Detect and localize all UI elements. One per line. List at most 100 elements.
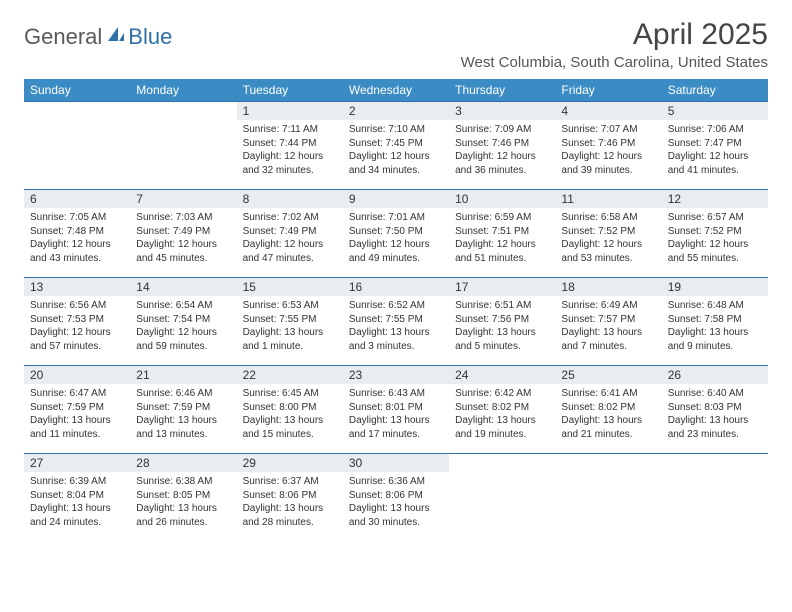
calendar-day: 12Sunrise: 6:57 AMSunset: 7:52 PMDayligh… [662,190,768,278]
day-details: Sunrise: 7:09 AMSunset: 7:46 PMDaylight:… [449,120,555,181]
calendar-day [555,454,661,542]
day-details: Sunrise: 6:51 AMSunset: 7:56 PMDaylight:… [449,296,555,357]
sunset-text: Sunset: 7:50 PM [349,225,443,239]
daylight-text: Daylight: 13 hours and 26 minutes. [136,502,230,529]
day-details: Sunrise: 6:53 AMSunset: 7:55 PMDaylight:… [237,296,343,357]
calendar-day: 4Sunrise: 7:07 AMSunset: 7:46 PMDaylight… [555,102,661,190]
calendar-day: 27Sunrise: 6:39 AMSunset: 8:04 PMDayligh… [24,454,130,542]
sunset-text: Sunset: 7:47 PM [668,137,762,151]
daylight-text: Daylight: 13 hours and 1 minute. [243,326,337,353]
day-number: 25 [555,366,661,384]
calendar-day [130,102,236,190]
calendar-day: 23Sunrise: 6:43 AMSunset: 8:01 PMDayligh… [343,366,449,454]
calendar-day: 26Sunrise: 6:40 AMSunset: 8:03 PMDayligh… [662,366,768,454]
day-header: Wednesday [343,79,449,102]
day-header: Tuesday [237,79,343,102]
daylight-text: Daylight: 13 hours and 3 minutes. [349,326,443,353]
day-details: Sunrise: 6:52 AMSunset: 7:55 PMDaylight:… [343,296,449,357]
calendar-day: 15Sunrise: 6:53 AMSunset: 7:55 PMDayligh… [237,278,343,366]
daylight-text: Daylight: 12 hours and 47 minutes. [243,238,337,265]
sunrise-text: Sunrise: 7:05 AM [30,211,124,225]
daylight-text: Daylight: 13 hours and 24 minutes. [30,502,124,529]
daylight-text: Daylight: 12 hours and 51 minutes. [455,238,549,265]
sunset-text: Sunset: 7:49 PM [136,225,230,239]
logo: General Blue [24,18,172,50]
daylight-text: Daylight: 13 hours and 9 minutes. [668,326,762,353]
daylight-text: Daylight: 13 hours and 28 minutes. [243,502,337,529]
sunset-text: Sunset: 7:52 PM [668,225,762,239]
calendar-day [662,454,768,542]
sunset-text: Sunset: 8:05 PM [136,489,230,503]
day-number: 5 [662,102,768,120]
calendar-day: 8Sunrise: 7:02 AMSunset: 7:49 PMDaylight… [237,190,343,278]
day-number-bar [662,454,768,472]
day-details: Sunrise: 6:59 AMSunset: 7:51 PMDaylight:… [449,208,555,269]
day-number: 18 [555,278,661,296]
sunset-text: Sunset: 7:58 PM [668,313,762,327]
sunset-text: Sunset: 7:59 PM [30,401,124,415]
day-number: 12 [662,190,768,208]
day-number: 22 [237,366,343,384]
day-details: Sunrise: 6:54 AMSunset: 7:54 PMDaylight:… [130,296,236,357]
day-number: 6 [24,190,130,208]
calendar-week: 1Sunrise: 7:11 AMSunset: 7:44 PMDaylight… [24,102,768,190]
calendar-week: 27Sunrise: 6:39 AMSunset: 8:04 PMDayligh… [24,454,768,542]
calendar-table: SundayMondayTuesdayWednesdayThursdayFrid… [24,79,768,542]
day-details: Sunrise: 6:57 AMSunset: 7:52 PMDaylight:… [662,208,768,269]
daylight-text: Daylight: 13 hours and 30 minutes. [349,502,443,529]
calendar-day: 2Sunrise: 7:10 AMSunset: 7:45 PMDaylight… [343,102,449,190]
calendar-day: 3Sunrise: 7:09 AMSunset: 7:46 PMDaylight… [449,102,555,190]
day-number-bar [130,102,236,120]
sunrise-text: Sunrise: 6:57 AM [668,211,762,225]
sunrise-text: Sunrise: 6:47 AM [30,387,124,401]
daylight-text: Daylight: 13 hours and 5 minutes. [455,326,549,353]
sunrise-text: Sunrise: 7:10 AM [349,123,443,137]
sunrise-text: Sunrise: 7:06 AM [668,123,762,137]
sunrise-text: Sunrise: 6:45 AM [243,387,337,401]
day-details: Sunrise: 7:07 AMSunset: 7:46 PMDaylight:… [555,120,661,181]
sunrise-text: Sunrise: 7:02 AM [243,211,337,225]
calendar-day: 5Sunrise: 7:06 AMSunset: 7:47 PMDaylight… [662,102,768,190]
day-header: Saturday [662,79,768,102]
day-details: Sunrise: 7:02 AMSunset: 7:49 PMDaylight:… [237,208,343,269]
sunrise-text: Sunrise: 7:03 AM [136,211,230,225]
sunset-text: Sunset: 7:44 PM [243,137,337,151]
logo-sail-icon [106,25,126,50]
sunrise-text: Sunrise: 6:46 AM [136,387,230,401]
sunset-text: Sunset: 8:06 PM [349,489,443,503]
sunset-text: Sunset: 8:02 PM [561,401,655,415]
day-details: Sunrise: 7:03 AMSunset: 7:49 PMDaylight:… [130,208,236,269]
day-number: 28 [130,454,236,472]
day-header-row: SundayMondayTuesdayWednesdayThursdayFrid… [24,79,768,102]
day-number: 17 [449,278,555,296]
sunrise-text: Sunrise: 6:49 AM [561,299,655,313]
day-details: Sunrise: 6:46 AMSunset: 7:59 PMDaylight:… [130,384,236,445]
sunset-text: Sunset: 7:52 PM [561,225,655,239]
sunset-text: Sunset: 7:55 PM [243,313,337,327]
sunset-text: Sunset: 8:03 PM [668,401,762,415]
day-details: Sunrise: 6:43 AMSunset: 8:01 PMDaylight:… [343,384,449,445]
calendar-day: 19Sunrise: 6:48 AMSunset: 7:58 PMDayligh… [662,278,768,366]
sunset-text: Sunset: 7:51 PM [455,225,549,239]
day-details: Sunrise: 6:38 AMSunset: 8:05 PMDaylight:… [130,472,236,533]
calendar-day: 11Sunrise: 6:58 AMSunset: 7:52 PMDayligh… [555,190,661,278]
day-details: Sunrise: 6:45 AMSunset: 8:00 PMDaylight:… [237,384,343,445]
daylight-text: Daylight: 12 hours and 32 minutes. [243,150,337,177]
sunrise-text: Sunrise: 6:38 AM [136,475,230,489]
sunrise-text: Sunrise: 6:40 AM [668,387,762,401]
sunrise-text: Sunrise: 7:07 AM [561,123,655,137]
calendar-day: 20Sunrise: 6:47 AMSunset: 7:59 PMDayligh… [24,366,130,454]
daylight-text: Daylight: 12 hours and 55 minutes. [668,238,762,265]
sunrise-text: Sunrise: 6:36 AM [349,475,443,489]
sunset-text: Sunset: 7:53 PM [30,313,124,327]
day-details: Sunrise: 6:41 AMSunset: 8:02 PMDaylight:… [555,384,661,445]
calendar-week: 20Sunrise: 6:47 AMSunset: 7:59 PMDayligh… [24,366,768,454]
day-number: 10 [449,190,555,208]
sunrise-text: Sunrise: 6:48 AM [668,299,762,313]
sunset-text: Sunset: 7:59 PM [136,401,230,415]
daylight-text: Daylight: 12 hours and 34 minutes. [349,150,443,177]
sunrise-text: Sunrise: 6:52 AM [349,299,443,313]
sunrise-text: Sunrise: 6:56 AM [30,299,124,313]
sunrise-text: Sunrise: 6:59 AM [455,211,549,225]
page-title: April 2025 [461,18,768,52]
